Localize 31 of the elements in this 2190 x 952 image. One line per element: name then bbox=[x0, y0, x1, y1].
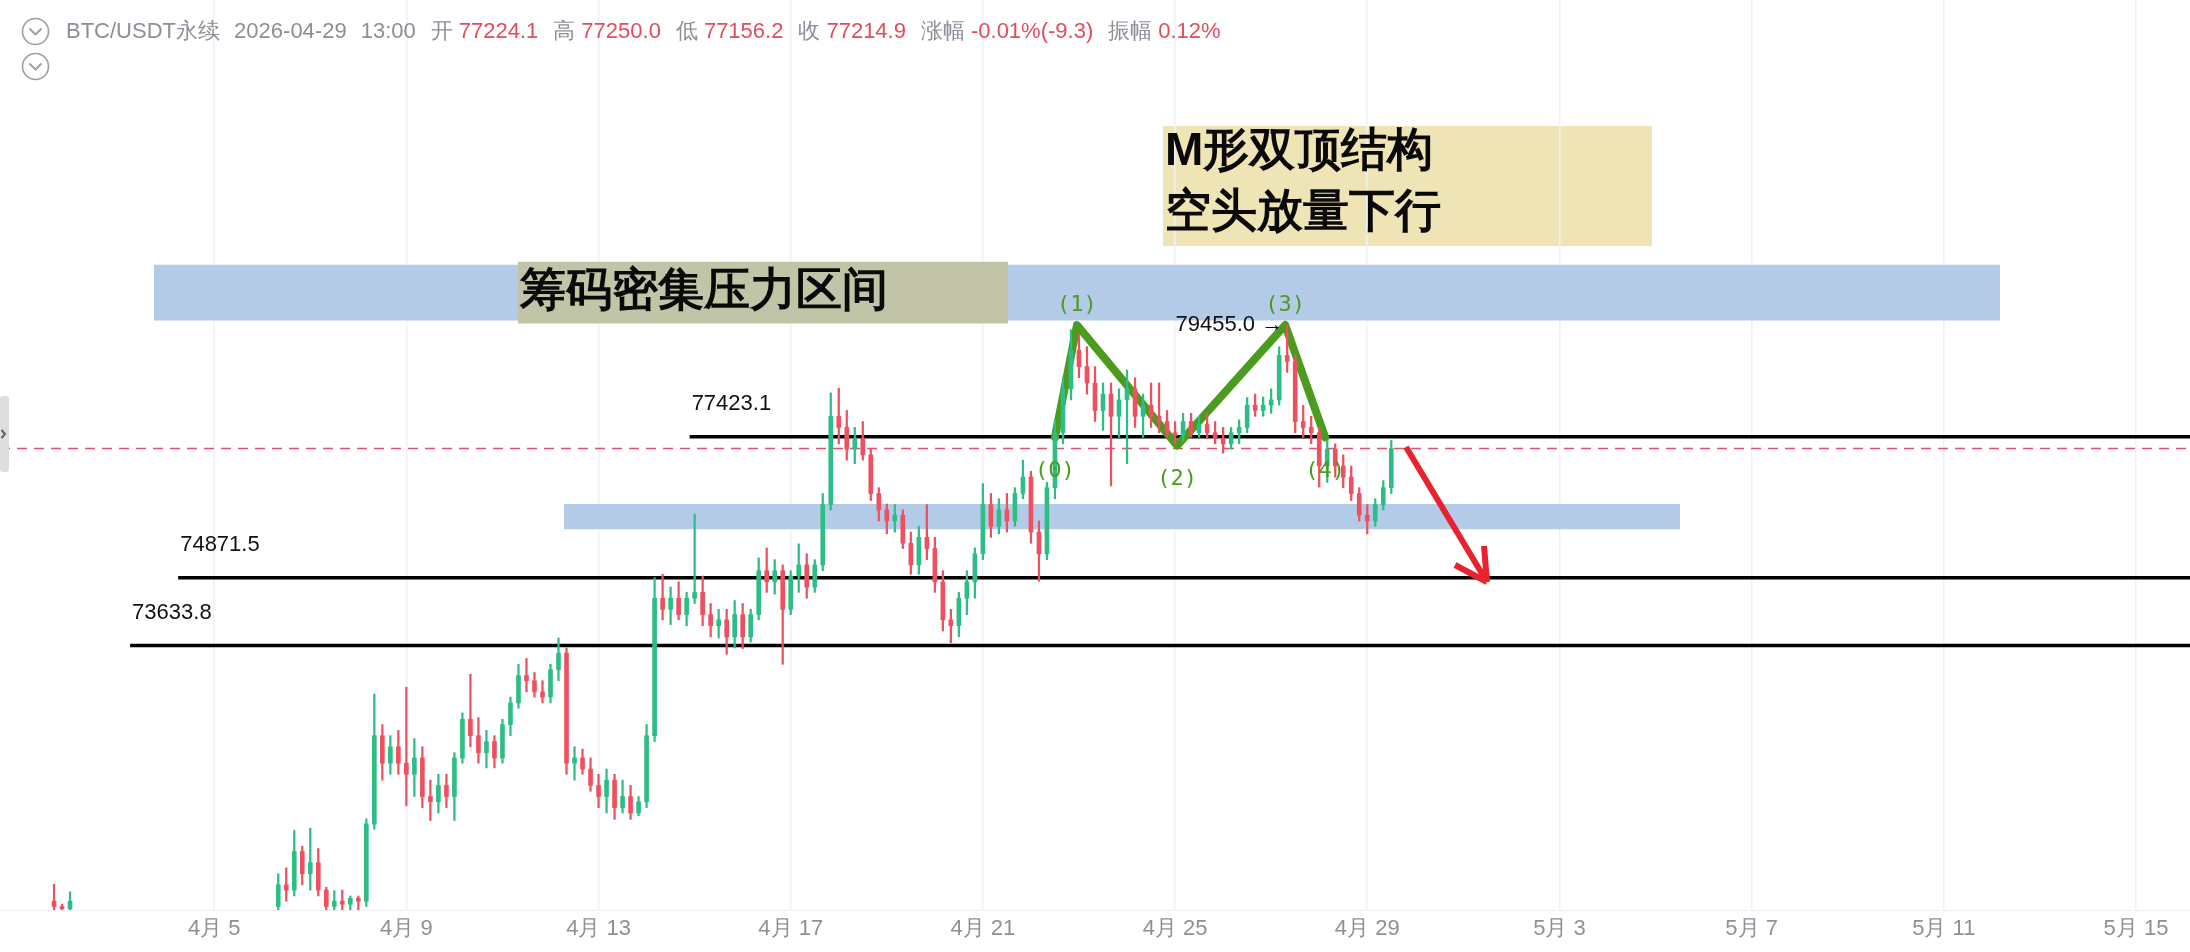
candlestick bbox=[572, 746, 577, 781]
x-tick-label: 4月 9 bbox=[380, 915, 433, 941]
annotation: (1) bbox=[1057, 290, 1097, 316]
candlestick bbox=[524, 658, 529, 693]
candlestick bbox=[540, 680, 545, 704]
x-tick-label: 5月 11 bbox=[1912, 915, 1976, 941]
candlestick bbox=[412, 738, 417, 797]
annotation: 73633.8 bbox=[132, 598, 212, 624]
candlestick bbox=[660, 573, 665, 621]
x-tick-label: 4月 5 bbox=[187, 915, 241, 941]
annotation: (2) bbox=[1157, 465, 1197, 491]
text: 开 77224.1 高 77250.0 低 77156.2 收 77214.9 涨幅 -0.01%(-9.3) 振幅 0.12% bbox=[430, 18, 1221, 43]
x-tick-label: 5月 3 bbox=[1533, 915, 1586, 941]
x-tick-label: 5月 15 bbox=[2103, 915, 2169, 941]
candlestick bbox=[468, 673, 473, 748]
x-tick-label: 4月 17 bbox=[758, 915, 824, 941]
x-tick-label: 4月 25 bbox=[1142, 915, 1208, 941]
candlestick bbox=[484, 730, 489, 769]
text: M形双顶结构 bbox=[1165, 122, 1434, 175]
x-tick-label: 4月 21 bbox=[950, 915, 1016, 941]
candlestick bbox=[668, 586, 673, 625]
candlestick bbox=[404, 686, 409, 807]
x-tick-label: 5月 7 bbox=[1725, 915, 1778, 941]
chart-title: BTC/USDT永续 2026-04-29 13:00 bbox=[66, 18, 416, 43]
annotation: 77423.1 bbox=[691, 389, 772, 415]
x-tick-label: 4月 29 bbox=[1334, 915, 1400, 941]
candlestick bbox=[428, 779, 433, 821]
band-label: 筹码密集压力区间 bbox=[519, 263, 888, 316]
text: 空头放量下行 bbox=[1165, 183, 1441, 236]
x-tick-label: 4月 13 bbox=[566, 915, 631, 941]
annotation: 74871.5 bbox=[180, 530, 260, 556]
